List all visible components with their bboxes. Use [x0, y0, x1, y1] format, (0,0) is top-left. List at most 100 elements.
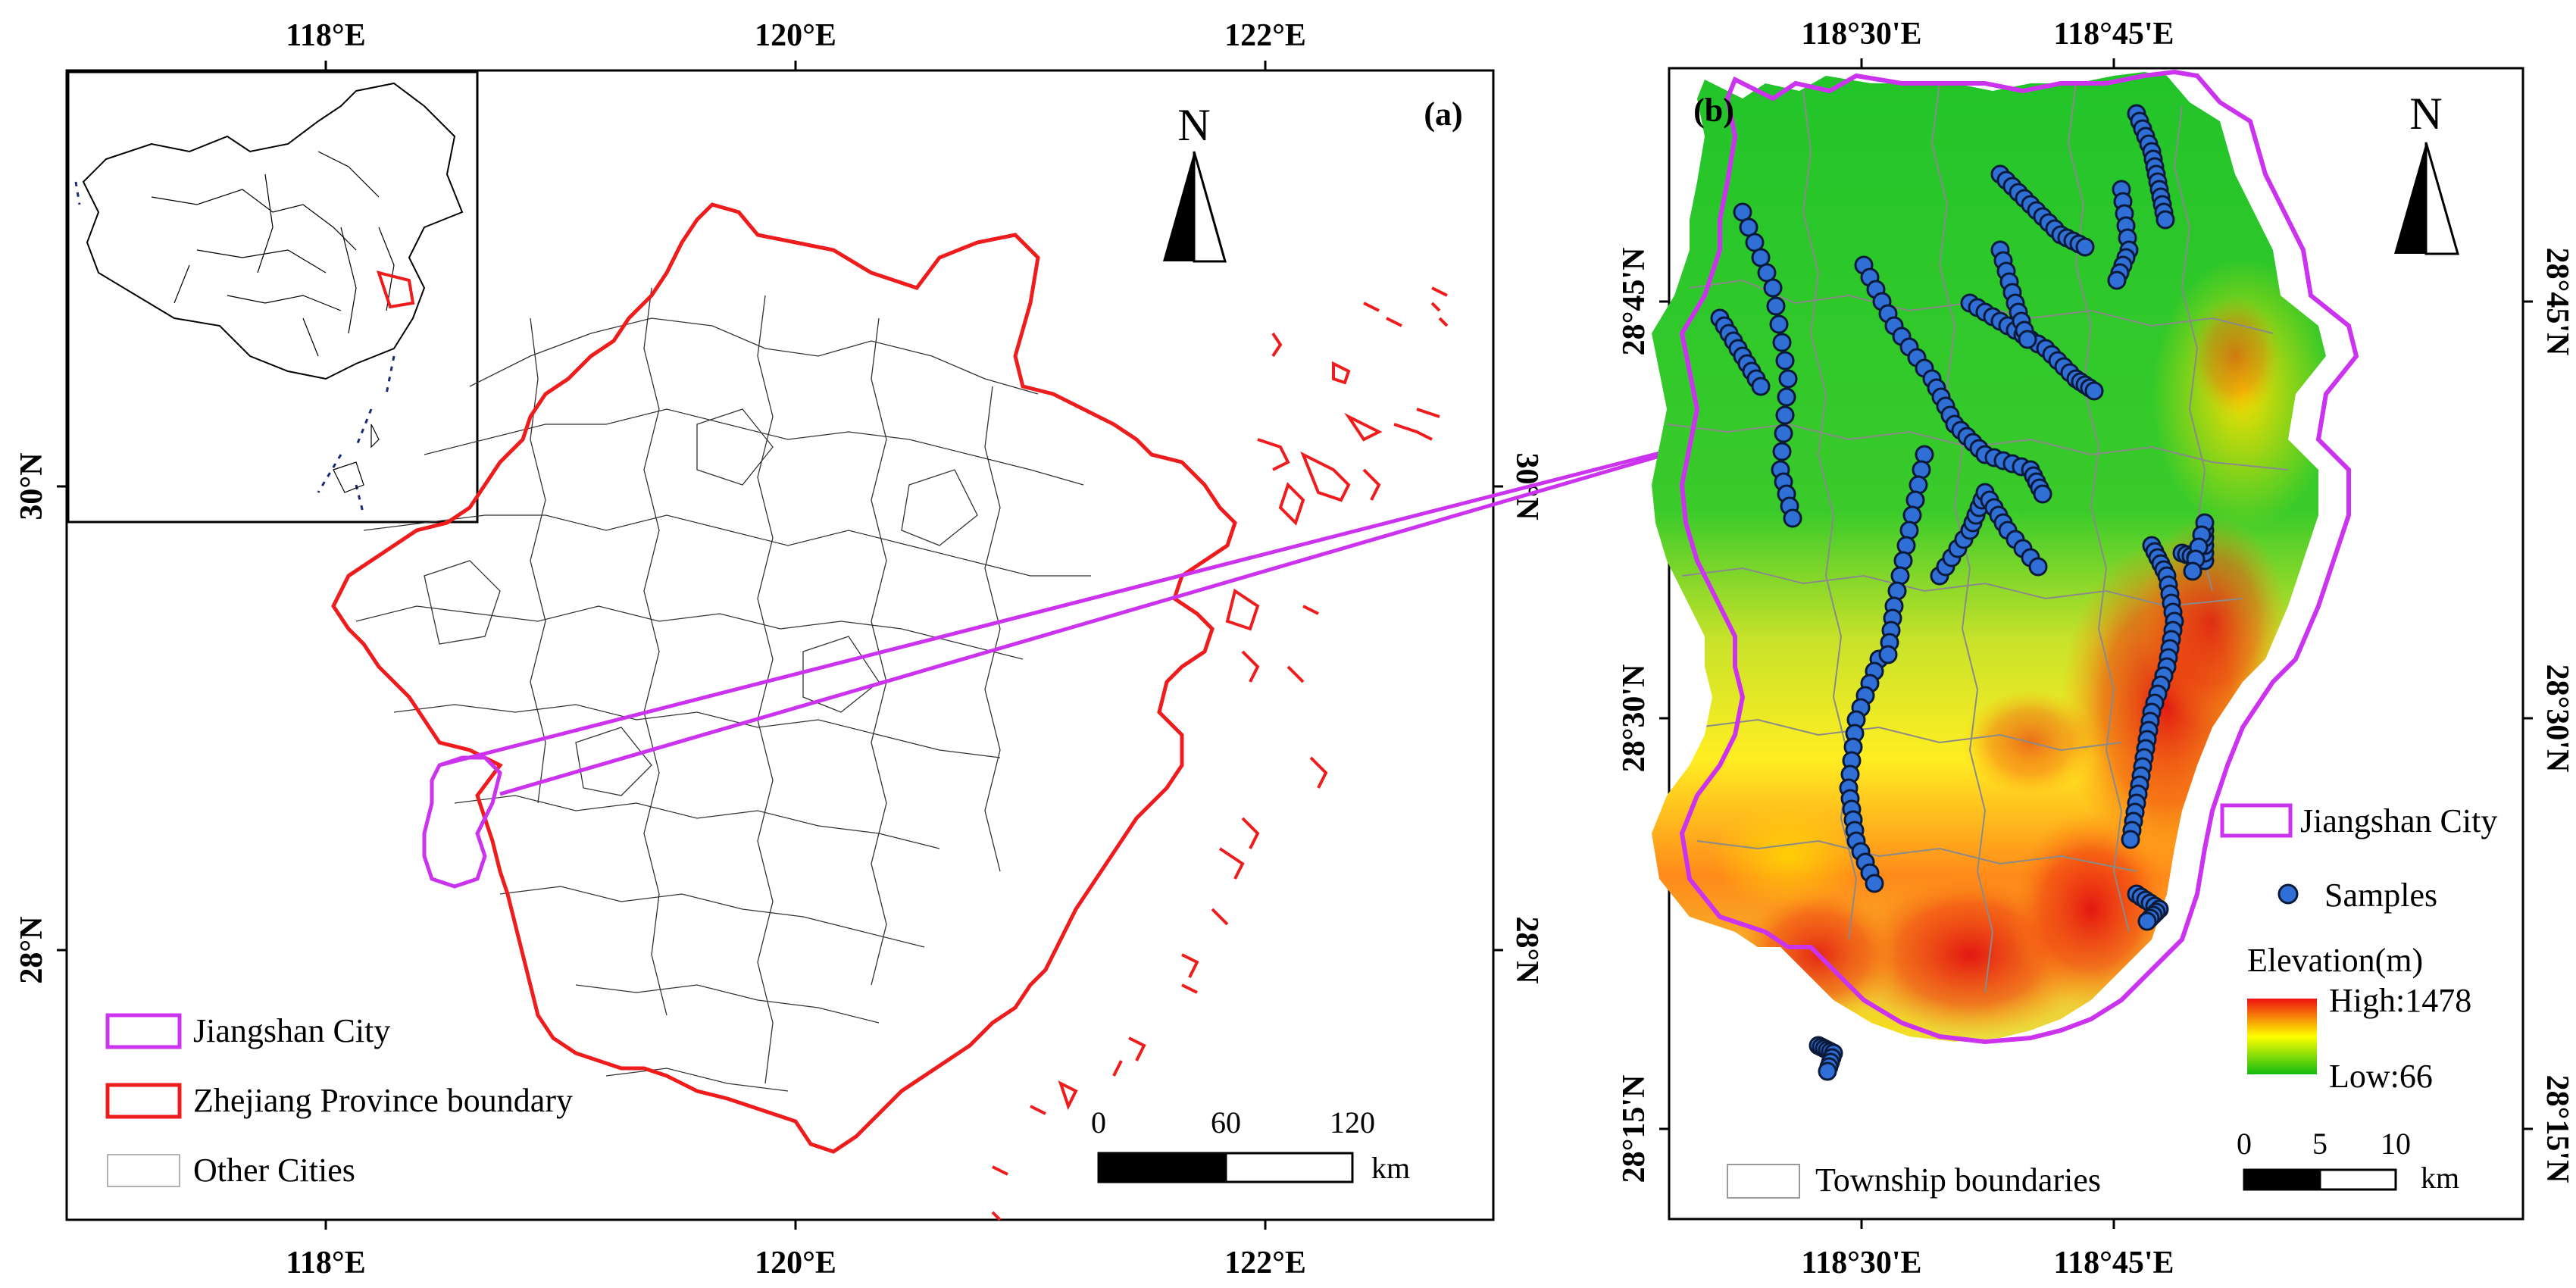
panel-label-b: (b)	[1693, 92, 1734, 129]
sample-point	[1899, 521, 1919, 540]
sample-point	[1905, 490, 1925, 510]
legend-sample-marker	[2277, 883, 2299, 905]
panel-b-left-tick-3: 28°15'N	[1617, 1075, 1652, 1183]
sample-point	[1783, 508, 1802, 528]
scale-a-unit: km	[1371, 1151, 1410, 1185]
legend-province-label: Zhejiang Province boundary	[193, 1082, 573, 1119]
sample-point	[1909, 475, 1928, 495]
elevation-color-ramp	[2247, 999, 2317, 1074]
sample-point	[1769, 314, 1789, 334]
panel-a-right-tick-2: 28°N	[1509, 916, 1544, 983]
panel-a-left-tick-2: 28°N	[14, 916, 49, 983]
scale-b-tick-0: 0	[2237, 1127, 2252, 1161]
panel-a-bottom-tick-2: 120°E	[755, 1246, 836, 1280]
panel-b-ticks	[1659, 58, 2533, 1229]
panel-a-frame	[65, 69, 1495, 1221]
sample-point	[1772, 442, 1792, 461]
panel-label-a: (a)	[1424, 95, 1462, 133]
panel-b-bottom-tick-1: 118°30'E	[1801, 1246, 1921, 1280]
panel-b-frame	[1668, 67, 2524, 1221]
legend-cities-label: Other Cities	[193, 1152, 355, 1189]
legend-township-label: Township boundaries	[1815, 1161, 2101, 1199]
panel-b-right-tick-1: 28°45'N	[2540, 248, 2574, 356]
sample-point	[2084, 381, 2104, 401]
panel-a-left-tick-1: 30°N	[14, 452, 49, 520]
sample-point	[1893, 551, 1913, 571]
china-inset-map	[67, 70, 479, 524]
panel-a-top-tick-1: 118°E	[286, 18, 366, 53]
sample-point	[1865, 874, 1884, 893]
scale-a-tick-60: 60	[1211, 1105, 1241, 1140]
sample-point	[2075, 237, 2095, 257]
sample-point	[2018, 330, 2037, 349]
panel-b: 118°30'E 118°45'E 118°30'E 118°45'E 28°4…	[1617, 17, 2574, 1280]
panel-b-top-tick-2: 118°45'E	[2053, 17, 2174, 52]
panel-b-left-tick-1: 28°45'N	[1617, 248, 1652, 356]
sample-point	[2137, 911, 2157, 931]
connector-lines	[439, 430, 1743, 796]
sample-point	[1778, 369, 1798, 389]
sample-point	[2121, 830, 2140, 849]
panel-a-ticks	[57, 61, 1503, 1230]
scale-a-tick-120: 120	[1330, 1105, 1375, 1140]
sample-point	[2033, 484, 2052, 504]
legend-township-swatch	[1727, 1164, 1800, 1199]
sample-point	[1774, 424, 1793, 443]
legend-jiangshan-swatch-a	[105, 1013, 182, 1049]
legend-elevation-high: High:1478	[2329, 982, 2471, 1019]
legend-elevation-title: Elevation(m)	[2247, 942, 2423, 979]
scale-bar-a: 0 60 120 km	[1091, 1105, 1410, 1185]
scale-b-tick-10: 10	[2381, 1127, 2411, 1161]
sample-point	[1818, 1061, 1837, 1081]
sample-point	[1912, 460, 1931, 480]
sample-point	[1878, 645, 1898, 664]
panel-b-right-tick-3: 28°15'N	[2540, 1075, 2574, 1183]
scale-b-tick-5: 5	[2312, 1127, 2327, 1161]
sample-point	[1751, 377, 1771, 396]
panel-a-top-tick-2: 120°E	[755, 18, 836, 53]
sample-point	[1763, 278, 1783, 298]
sample-points	[1710, 104, 2215, 1081]
panel-b-left-tick-2: 28°30'N	[1617, 664, 1652, 773]
north-arrow-b: N	[2394, 89, 2459, 255]
north-arrow-a: N	[1163, 100, 1227, 263]
sample-point	[1775, 405, 1795, 425]
jiangshan-city-boundary-b	[1679, 69, 2359, 1045]
legend-province-swatch	[105, 1083, 182, 1119]
legend-jiangshan-swatch-b	[2220, 803, 2293, 838]
legend-elevation-low: Low:66	[2329, 1058, 2433, 1095]
sample-point	[1766, 296, 1786, 316]
jiangshan-city-boundary-a	[422, 755, 502, 889]
panel-b-right-tick-2: 28°30'N	[2540, 664, 2574, 773]
legend-b: Jiangshan City Samples Elevation(m) High…	[1727, 802, 2497, 1199]
panel-b-bottom-tick-2: 118°45'E	[2053, 1246, 2174, 1280]
sample-point	[1777, 387, 1796, 407]
sample-point	[1890, 566, 1910, 586]
panel-b-top-tick-1: 118°30'E	[1801, 17, 1921, 52]
sample-point	[2183, 561, 2202, 581]
legend-samples-label: Samples	[2324, 877, 2437, 914]
sample-point	[2107, 270, 2127, 290]
sample-point	[1902, 505, 1922, 525]
zhejiang-islands	[991, 286, 1449, 1221]
scale-bar-b: 0 5 10 km	[2237, 1127, 2459, 1195]
legend-jiangshan-label-a: Jiangshan City	[193, 1012, 390, 1049]
zhejiang-province-boundary	[331, 202, 1237, 1154]
panel-a-bottom-tick-3: 122°E	[1224, 1246, 1306, 1280]
other-cities-boundaries	[355, 287, 1091, 1092]
legend-cities-swatch	[107, 1154, 180, 1187]
panel-a-bottom-tick-1: 118°E	[286, 1246, 366, 1280]
sample-point	[1772, 333, 1792, 352]
sample-point	[1775, 351, 1795, 370]
north-letter-b: N	[2409, 89, 2442, 139]
sample-point	[2028, 557, 2048, 577]
legend-a: Jiangshan City Zhejiang Province boundar…	[105, 1012, 573, 1189]
scale-a-tick-0: 0	[1091, 1105, 1106, 1140]
scale-b-unit: km	[2421, 1161, 2459, 1195]
sample-point	[1915, 445, 1934, 464]
panel-a: 118°E 120°E 122°E 118°E 120°E 122°E 30°N…	[14, 18, 1544, 1280]
sample-point	[1887, 581, 1907, 601]
north-letter-a: N	[1177, 100, 1210, 150]
legend-jiangshan-label-b: Jiangshan City	[2300, 802, 2497, 839]
